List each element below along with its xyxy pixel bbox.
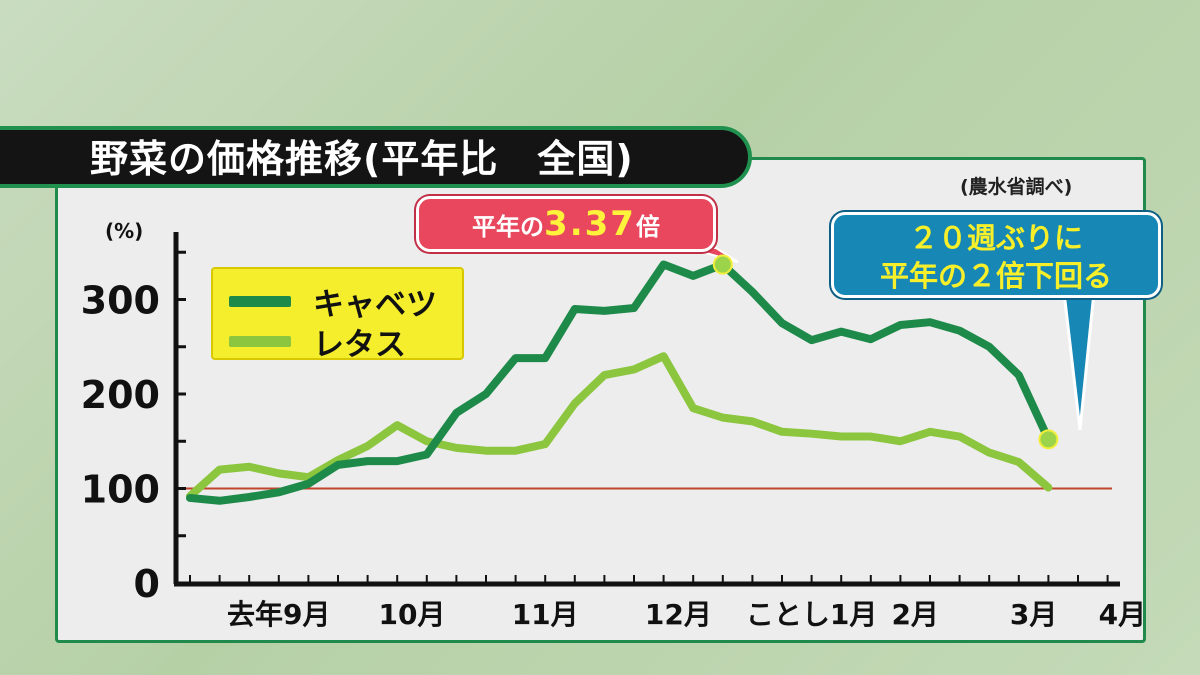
y-tick-label-200: 200 <box>81 373 160 417</box>
x-tick-label: 11月 <box>512 598 579 631</box>
legend-label-cabbage: キャベツ <box>313 287 437 323</box>
marked-point-cabbage <box>712 254 733 275</box>
peak-callout-suffix: 倍 <box>635 213 660 241</box>
x-tick-label: 4月 <box>1099 598 1146 631</box>
drop-callout-line2: 平年の２倍下回る <box>879 259 1112 293</box>
legend-swatch-lettuce <box>229 336 291 347</box>
legend-item-lettuce: レタス <box>229 319 406 364</box>
chart-title: 野菜の価格推移(平年比 全国) <box>90 137 634 181</box>
x-tick-label: 2月 <box>891 598 938 631</box>
peak-callout-prefix: 平年の <box>472 213 545 241</box>
peak-callout-value: 3.37 <box>544 204 636 244</box>
drop-callout: ２０週ぶりに 平年の２倍下回る <box>831 212 1161 298</box>
title-bar <box>0 126 752 188</box>
y-tick-label-300: 300 <box>81 279 160 323</box>
y-tick-label-100: 100 <box>81 468 160 512</box>
x-tick-label: 10月 <box>379 598 446 631</box>
x-tick-label: 去年9月 <box>227 598 330 631</box>
x-tick-label: ことし1月 <box>746 598 877 631</box>
legend-swatch-cabbage <box>229 296 291 307</box>
series-line-lettuce <box>186 352 1053 501</box>
series-line-cabbage <box>186 260 1053 505</box>
legend-item-cabbage: キャベツ <box>229 279 437 324</box>
drop-callout-line1: ２０週ぶりに <box>908 221 1083 255</box>
peak-callout: 平年の3.37倍 <box>416 196 716 252</box>
x-tick-label: 12月 <box>645 598 712 631</box>
x-tick-label: 3月 <box>1010 598 1057 631</box>
drop-callout-tail <box>1062 290 1096 431</box>
y-tick-label-0: 0 <box>134 562 160 606</box>
legend: キャベツ レタス <box>211 267 464 363</box>
legend-label-lettuce: レタス <box>313 327 406 363</box>
y-axis-unit: (%) <box>105 219 143 243</box>
source-note: (農水省調べ) <box>960 176 1073 198</box>
marked-point-cabbage <box>1038 429 1059 450</box>
